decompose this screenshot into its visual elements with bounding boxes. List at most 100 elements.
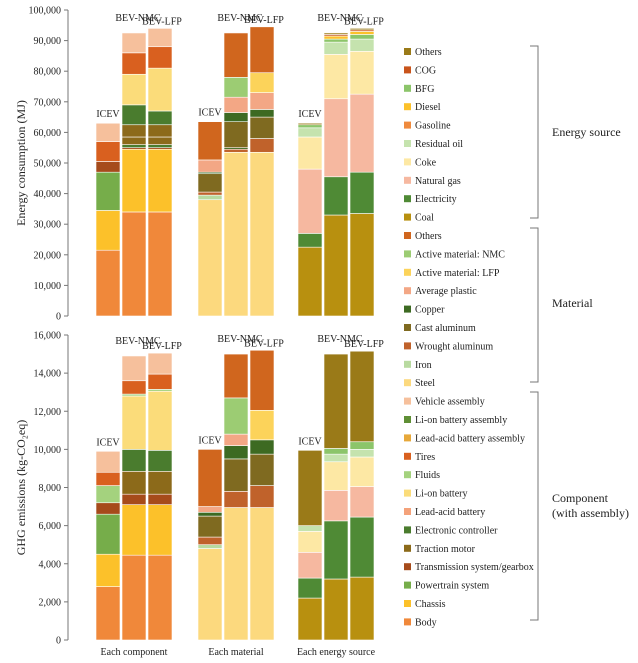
bar-segment-vehicle-assembly [121,355,147,382]
bar-segment-coke [323,54,349,100]
bar-segment-average-plastic [197,159,223,173]
bar-segment-energy-others [349,350,375,443]
bar-segment-others [197,449,223,507]
bar-segment-natural-gas [349,93,375,173]
legend-label-tires: Tires [415,452,435,463]
energy-tick-label: 10,000 [34,281,62,292]
bar-segment-li-on-battery [147,390,173,451]
bar-segment-copper [223,445,249,460]
bar-segment-coal [323,578,349,641]
bar-segment-transmission-system-gearbox [95,161,121,173]
legend-label-transmission-system-gearbox: Transmission system/gearbox [415,562,534,573]
legend-swatch-average-plastic [404,287,411,295]
legend-swatch-tires [404,452,411,460]
legend-swatch-lead-acid-battery-assembly [404,434,411,442]
bar-segment-coke [297,136,323,170]
bar-segment-average-plastic [197,506,223,513]
bar-segment-traction-motor [147,124,173,138]
bar-segment-energy-others [297,122,323,126]
bar-label-bev-lfp: BEV-LFP [244,15,284,26]
bar-segment-electronic-controller [147,110,173,126]
legend-label-vehicle-assembly: Vehicle assembly [415,397,485,408]
legend-swatch-lead-acid-battery [404,508,411,515]
legend-swatch-others [404,232,411,239]
bar-segment-energy-others [323,32,349,35]
bar-label-bev-lfp: BEV-LFP [344,16,384,27]
bar-segment-tires [147,46,173,69]
bar-segment-tires [95,471,121,486]
bar-segment-wrought-aluminum [223,491,249,508]
bar-label-icev: ICEV [96,437,120,448]
legend-label-traction-motor: Traction motor [415,544,476,555]
energy-tick-label: 0 [56,312,61,323]
bar-segment-active-material-nmc [223,397,249,435]
bar-segment-coal [349,213,375,317]
bar-segment-steel [197,548,223,641]
bar-segment-cast-aluminum [249,453,275,486]
legend-label-electronic-controller: Electronic controller [415,525,498,536]
bar-segment-bfg [297,124,323,129]
bar-segment-bfg [349,34,375,40]
bar-segment-energy-others [297,450,323,526]
bar-segment-electricity [323,520,349,580]
bar-segment-iron [197,544,223,549]
bar-segment-average-plastic [249,92,275,110]
legend-swatch-vehicle-assembly [404,397,411,405]
legend-swatch-coke [404,158,411,166]
bar-segment-others [223,353,249,399]
bar-segment-vehicle-assembly [95,450,121,473]
bar-segment-coke [297,531,323,553]
bar-segment-natural-gas [323,490,349,522]
legend-swatch-residual-oil [404,140,411,147]
legend-swatch-cast-aluminum [404,324,411,331]
legend-swatch-powertrain-system [404,581,411,589]
legend-swatch-li-on-battery [404,489,411,497]
bar-label-bev-nmc: BEV-NMC [217,334,263,345]
energy-tick-label: 20,000 [34,250,62,261]
bar-segment-residual-oil [349,449,375,458]
bar-segment-cast-aluminum [249,116,275,139]
legend-label-chassis: Chassis [415,599,446,610]
legend-swatch-cog [404,66,411,74]
bracket-label-with-assembly: (with assembly) [552,506,629,520]
bar-label-icev: ICEV [298,109,322,120]
bar-segment-chassis [121,148,147,213]
bar-segment-active-material-lfp [249,72,275,93]
bar-segment-electricity [297,233,323,248]
bar-segment-residual-oil [349,38,375,52]
bar-segment-body [121,211,147,317]
bar-segment-steel [197,199,223,317]
legend-swatch-diesel [404,103,411,111]
bar-segment-natural-gas [297,552,323,579]
bar-label-bev-nmc: BEV-NMC [115,13,161,24]
bar-label-bev-nmc: BEV-NMC [217,13,263,24]
legend-swatch-iron [404,360,411,368]
legend-label-fluids: Fluids [415,470,440,481]
energy-tick-label: 30,000 [34,220,62,231]
bar-label-icev: ICEV [198,435,222,446]
bar-label-bev-lfp: BEV-LFP [142,16,182,27]
bar-segment-transmission-system-gearbox [121,493,147,505]
bar-label-icev: ICEV [96,109,120,120]
bracket-label-material: Material [552,296,593,310]
legend-swatch-traction-motor [404,544,411,552]
bar-segment-li-on-battery [121,73,147,106]
legend-swatch-bfg [404,84,411,92]
legend-label-others: Others [415,231,442,242]
bar-segment-traction-motor [121,136,147,145]
bar-segment-vehicle-assembly [95,122,121,142]
bar-label-bev-lfp: BEV-LFP [244,338,284,349]
bar-segment-tires [95,141,121,162]
bar-segment-wrought-aluminum [249,485,275,508]
bar-segment-active-material-nmc [223,77,249,98]
bar-segment-chassis [147,148,173,213]
legend-label-powertrain-system: Powertrain system [415,581,489,592]
bar-segment-powertrain-system [95,171,121,211]
energy-tick-label: 50,000 [34,159,62,170]
bar-segment-body [121,554,147,641]
bar-segment-traction-motor [147,470,173,495]
legend-label-cog: COG [415,65,436,76]
category-label-each-component: Each component [101,647,168,658]
legend-label-wrought-aluminum: Wrought aluminum [415,341,493,352]
